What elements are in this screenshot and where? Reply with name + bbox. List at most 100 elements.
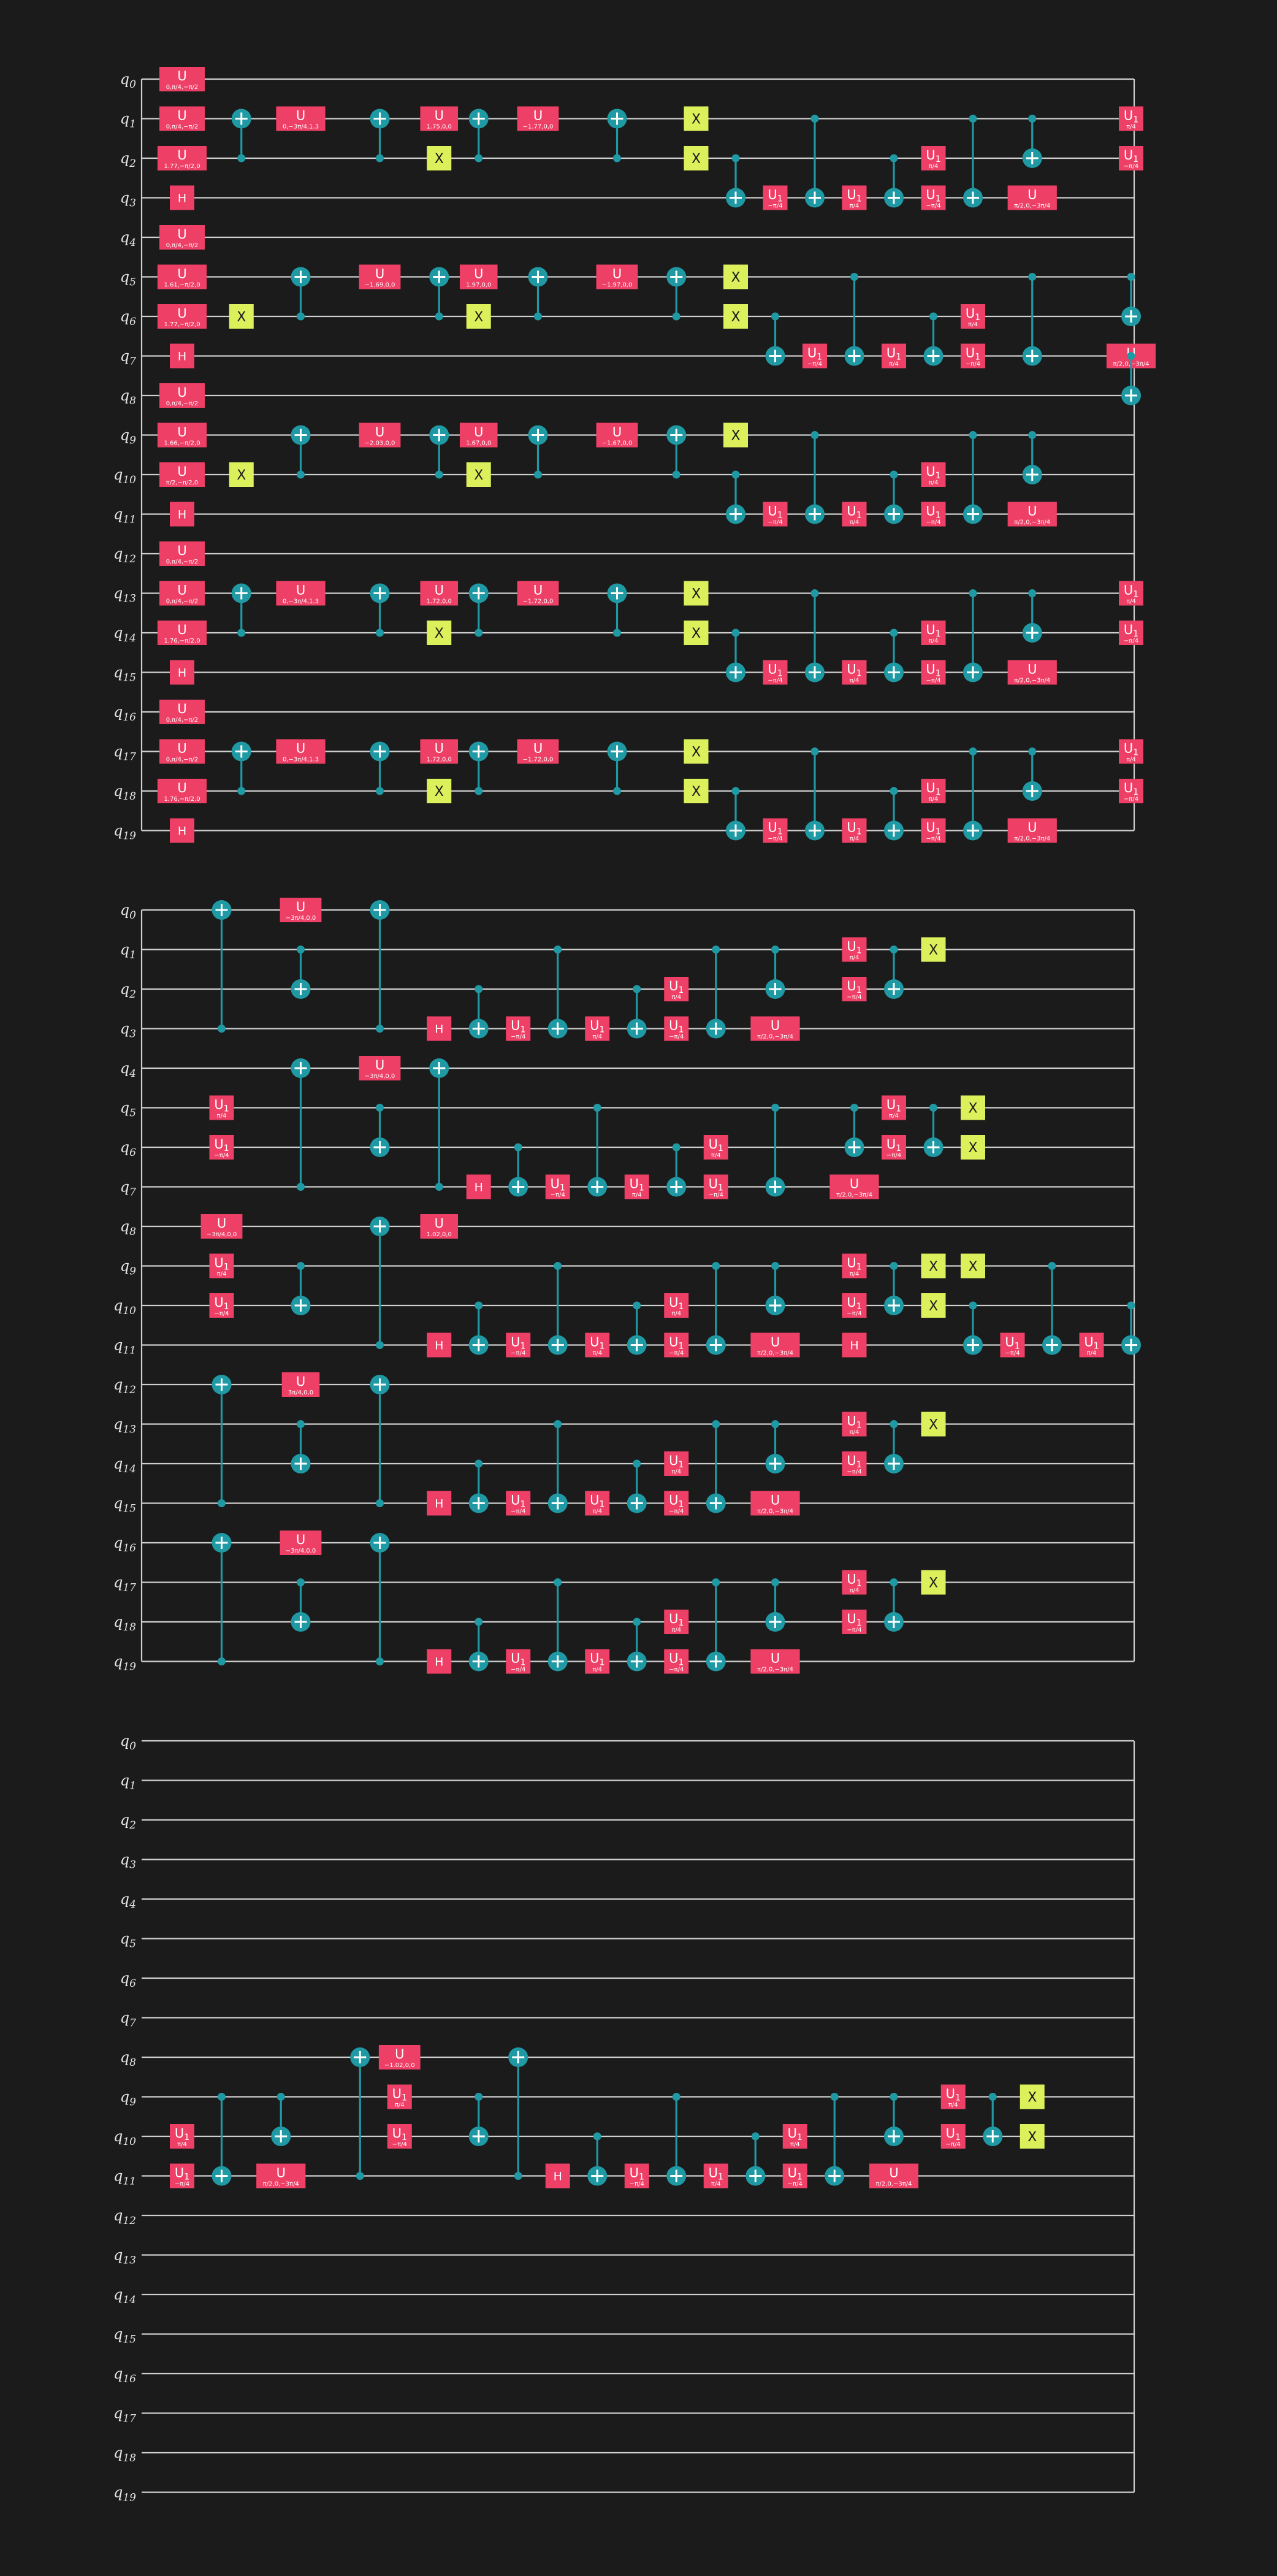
h-gate: H [466,1174,491,1199]
u1-gate: U1−π/4 [1119,146,1143,170]
svg-text:X: X [435,151,444,167]
svg-text:−π/4: −π/4 [886,1152,901,1159]
svg-text:X: X [731,429,740,444]
control-dot [297,470,305,479]
svg-text:H: H [850,1339,858,1353]
control-dot [534,470,542,479]
cnot-gate [1022,273,1042,366]
cnot-gate [271,2093,291,2146]
control-dot [771,1420,779,1428]
svg-text:−3π/4,0,0: −3π/4,0,0 [365,1073,395,1080]
svg-text:U: U [1027,820,1037,835]
svg-text:U: U [177,464,186,479]
u-gate: U0,π/4,−π/2 [159,700,205,724]
qubit-label-q5: q5 [120,269,136,289]
u1-gate: U1π/4 [585,1332,610,1358]
control-dot [672,1143,680,1152]
u1-gate: U1π/4 [703,2163,728,2188]
cnot-gate [370,1375,390,1507]
u1-gate: U1−π/4 [763,502,788,527]
cnot-gate [212,1533,232,1665]
qubit-label-q0: q0 [120,71,136,91]
control-dot [1028,431,1037,439]
cnot-gate [587,2132,608,2186]
x-gate: X [921,1253,946,1278]
control-dot [475,787,483,795]
u1-gate: U1π/4 [921,779,946,803]
cnot-gate [291,267,311,321]
qubit-label-q11: q11 [113,2168,136,2188]
svg-text:−π/4: −π/4 [847,1627,861,1634]
u1-gate: U1π/4 [921,146,946,170]
u-gate: U1.76,−π/2,0 [157,779,207,803]
control-dot [1028,747,1037,755]
u1-gate: U1−π/4 [545,1174,570,1199]
svg-text:X: X [692,784,701,800]
u-gate: U0,−3π/4,1.3 [276,106,326,131]
svg-text:H: H [178,350,186,364]
svg-text:−1.02,0,0: −1.02,0,0 [384,2062,415,2069]
svg-text:X: X [731,270,740,286]
cnot-gate [1121,273,1141,326]
cnot-gate [370,1533,390,1665]
cnot-gate [963,747,983,841]
x-gate: X [961,1135,985,1160]
cnot-gate [370,900,390,1033]
svg-text:π/4: π/4 [790,2141,800,2148]
svg-text:−π/4: −π/4 [630,2181,644,2188]
control-dot [514,2172,522,2180]
control-dot [534,312,542,321]
cnot-gate [884,470,904,524]
cnot-gate [765,312,785,366]
svg-text:π/2,0,−3π/4: π/2,0,−3π/4 [876,2181,912,2188]
u1-gate: U1−π/4 [882,1135,906,1160]
control-dot [810,115,819,123]
cnot-gate [765,1104,785,1197]
qubit-label-q8: q8 [120,1218,136,1238]
svg-text:H: H [435,1497,443,1511]
cnot-gate [627,1459,647,1513]
svg-text:π/2,0,−3π/4: π/2,0,−3π/4 [1014,678,1050,684]
cnot-gate [963,431,983,524]
u-gate: Uπ/2,0,−3π/4 [750,1016,800,1041]
svg-text:0,π/4,−π/2: 0,π/4,−π/2 [166,717,199,724]
control-dot [890,1420,898,1428]
svg-text:−π/4: −π/4 [511,1034,525,1041]
svg-text:0,π/4,−π/2: 0,π/4,−π/2 [166,598,199,605]
u1-gate: U1−π/4 [763,185,788,210]
u1-gate: U1π/4 [842,937,867,962]
svg-text:U: U [889,2166,898,2180]
control-dot [435,470,443,479]
cnot-gate [805,115,825,208]
u-gate: U1.72,0,0 [420,581,459,606]
qubit-label-q4: q4 [120,1890,136,1911]
svg-text:U: U [435,109,444,123]
u-gate: U0,π/4,−π/2 [159,383,205,408]
svg-text:π/4: π/4 [889,361,899,368]
cnot-gate [765,946,785,999]
svg-text:π/2,0,−3π/4: π/2,0,−3π/4 [757,1034,793,1041]
qubit-label-q19: q19 [113,1653,136,1673]
svg-text:U: U [177,583,186,598]
u-gate: U0,π/4,−π/2 [159,541,205,566]
qubit-label-q11: q11 [113,1337,136,1357]
x-gate: X [427,146,452,170]
circuit-panel-2: q0 q1 q2 q3 q4 q5 q6 q7 q8 q9 q10 q11 q12 q13 q14 q15 q1… [113,898,1141,1674]
u-gate: Uπ/2,0,−3π/4 [869,2163,919,2188]
cnot-gate [825,2093,845,2186]
svg-text:−1.67,0,0: −1.67,0,0 [602,440,633,447]
svg-text:−π/4: −π/4 [551,1192,565,1199]
u1-gate: U1−π/4 [961,343,985,369]
control-dot [1127,352,1135,360]
u1-gate: U1−π/4 [506,1491,531,1516]
control-dot [1048,1262,1056,1270]
svg-text:1.76,−π/2,0: 1.76,−π/2,0 [164,796,200,803]
control-dot [514,1143,522,1152]
cnot-gate [429,1058,449,1191]
cnot-gate [844,273,864,366]
qubit-label-q15: q15 [113,664,136,684]
svg-text:−1.72,0,0: −1.72,0,0 [523,598,554,605]
control-dot [554,946,562,954]
svg-text:−π/4: −π/4 [847,1469,861,1475]
